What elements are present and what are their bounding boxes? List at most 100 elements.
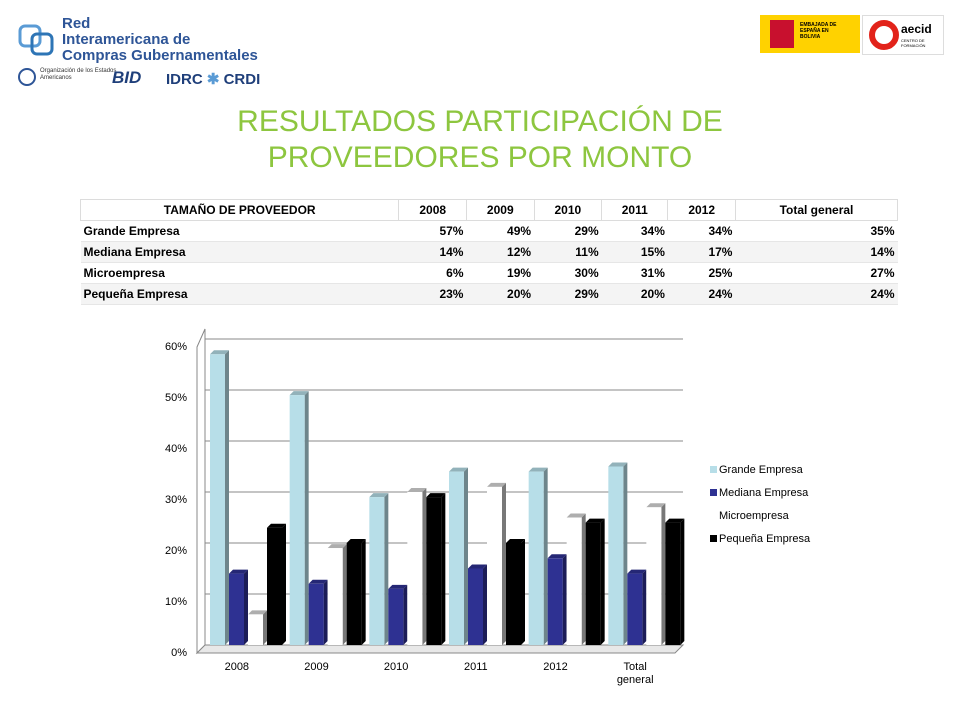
bar bbox=[289, 395, 305, 645]
bar bbox=[585, 522, 601, 645]
aecid-logo: aecid CENTRO DE FORMACIÓN bbox=[862, 15, 944, 55]
bar-side bbox=[361, 539, 366, 645]
x-tick-label: 2009 bbox=[304, 661, 328, 673]
legend-swatch bbox=[710, 466, 717, 473]
bar bbox=[407, 492, 423, 645]
bar bbox=[449, 471, 464, 645]
table-cell: 19% bbox=[466, 262, 535, 284]
bar-side bbox=[543, 467, 548, 645]
table-cell: 17% bbox=[667, 241, 736, 263]
bar-side bbox=[483, 564, 487, 645]
y-tick-label: 50% bbox=[165, 392, 187, 404]
bar-side bbox=[623, 462, 628, 645]
bar bbox=[210, 354, 225, 645]
table-cell: 12% bbox=[466, 241, 535, 263]
oas-text: Organización de los Estados Americanos bbox=[40, 68, 117, 81]
bar-top bbox=[407, 488, 427, 492]
table-row: Grande Empresa 57% 49% 29% 34% 34% 35% bbox=[80, 220, 898, 242]
bar-top bbox=[585, 518, 605, 523]
column-header: 2010 bbox=[533, 199, 603, 221]
bar-top bbox=[308, 579, 328, 584]
table-header: TAMAÑO DE PROVEEDOR 2008 2009 2010 2011 2012 T… bbox=[79, 199, 899, 221]
bar-side bbox=[600, 518, 605, 645]
data-table: TAMAÑO DE PROVEEDOR 2008 2009 2010 2011 2012 T… bbox=[79, 199, 899, 305]
legend-swatch bbox=[710, 535, 717, 542]
bar-side bbox=[661, 503, 666, 645]
table-cell: 6% bbox=[398, 262, 467, 284]
table-row: Pequeña Empresa 23% 20% 29% 20% 24% 24% bbox=[80, 283, 898, 305]
bar-side bbox=[384, 493, 389, 645]
bar bbox=[665, 522, 681, 645]
bar bbox=[327, 548, 343, 645]
bar bbox=[608, 466, 624, 645]
table-cell: 20% bbox=[466, 283, 535, 305]
idrc-text: IDRC bbox=[166, 71, 203, 88]
bar-top bbox=[468, 564, 487, 569]
column-header: 2009 bbox=[465, 199, 535, 221]
legend-label: Pequeña Empresa bbox=[719, 533, 811, 545]
back-wall-side bbox=[196, 328, 206, 655]
bar bbox=[646, 507, 662, 645]
x-tick-label: Total general bbox=[617, 661, 654, 686]
table-row: Microempresa 6% 19% 30% 31% 25% 27% bbox=[80, 262, 898, 284]
bar-top bbox=[665, 518, 685, 523]
slide-title: RESULTADOS PARTICIPACIÓN DE PROVEEDORES … bbox=[237, 105, 723, 174]
y-tick-label: 60% bbox=[165, 341, 187, 353]
bar bbox=[346, 543, 362, 645]
bar-top bbox=[449, 467, 468, 472]
y-tick-label: 10% bbox=[165, 596, 187, 608]
bar-side bbox=[422, 488, 427, 645]
table-cell: 57% bbox=[398, 220, 467, 242]
table-cell: 29% bbox=[534, 220, 602, 242]
embassy-text: EMBAJADA DE ESPAÑA EN BOLIVIA bbox=[800, 22, 837, 40]
bar-side bbox=[225, 350, 229, 645]
bar bbox=[426, 497, 442, 645]
table-row: Mediana Empresa 14% 12% 11% 15% 17% 14% bbox=[80, 241, 898, 263]
table-cell: 31% bbox=[601, 262, 668, 284]
column-header: 2012 bbox=[667, 199, 736, 221]
bar-side bbox=[282, 523, 286, 645]
legend-swatch bbox=[710, 512, 717, 519]
bar-side bbox=[323, 579, 328, 645]
floor bbox=[195, 644, 685, 654]
y-tick-label: 20% bbox=[165, 545, 187, 557]
chart-frame bbox=[158, 328, 686, 692]
bar-top bbox=[289, 391, 309, 396]
bar bbox=[506, 543, 521, 645]
bar bbox=[487, 486, 502, 645]
bar-side bbox=[581, 513, 586, 645]
embassy-logo: EMBAJADA DE ESPAÑA EN BOLIVIA bbox=[760, 15, 860, 53]
table-cell: 20% bbox=[601, 283, 668, 305]
column-header: 2011 bbox=[601, 199, 669, 221]
table-cell: 35% bbox=[735, 220, 898, 242]
oas-logo: Organización de los Estados Americanos bbox=[18, 68, 120, 86]
bar-side bbox=[403, 584, 408, 645]
bar-top bbox=[547, 554, 567, 559]
table-cell: 24% bbox=[735, 283, 898, 305]
table-cell: 14% bbox=[398, 241, 467, 263]
row-header: Microempresa bbox=[80, 262, 399, 284]
column-header: 2008 bbox=[398, 199, 467, 221]
network-logo: Red Interamericana de Compras Gubernamen… bbox=[18, 16, 258, 67]
row-header: Pequeña Empresa bbox=[80, 283, 399, 305]
row-header: Mediana Empresa bbox=[80, 241, 399, 263]
aecid-icon bbox=[869, 20, 899, 50]
table-cell: 27% bbox=[735, 262, 898, 284]
aecid-sub: CENTRO DE FORMACIÓN bbox=[901, 38, 926, 48]
logo-text: Compras Gubernamentales bbox=[62, 47, 258, 64]
logo-text: Interamericana de bbox=[62, 31, 191, 48]
bar-side bbox=[680, 518, 685, 645]
row-header: Grande Empresa bbox=[80, 220, 399, 242]
shield bbox=[770, 20, 794, 48]
oas-icon bbox=[18, 68, 36, 86]
table-cell: 34% bbox=[667, 220, 736, 242]
table-cell: 11% bbox=[534, 241, 602, 263]
bar bbox=[627, 573, 643, 645]
logo-text: Red bbox=[62, 15, 91, 32]
bar-top bbox=[346, 539, 366, 543]
table-cell: 15% bbox=[601, 241, 668, 263]
bar-top bbox=[646, 503, 666, 508]
bar-top bbox=[566, 513, 586, 518]
bar-top bbox=[210, 350, 229, 355]
